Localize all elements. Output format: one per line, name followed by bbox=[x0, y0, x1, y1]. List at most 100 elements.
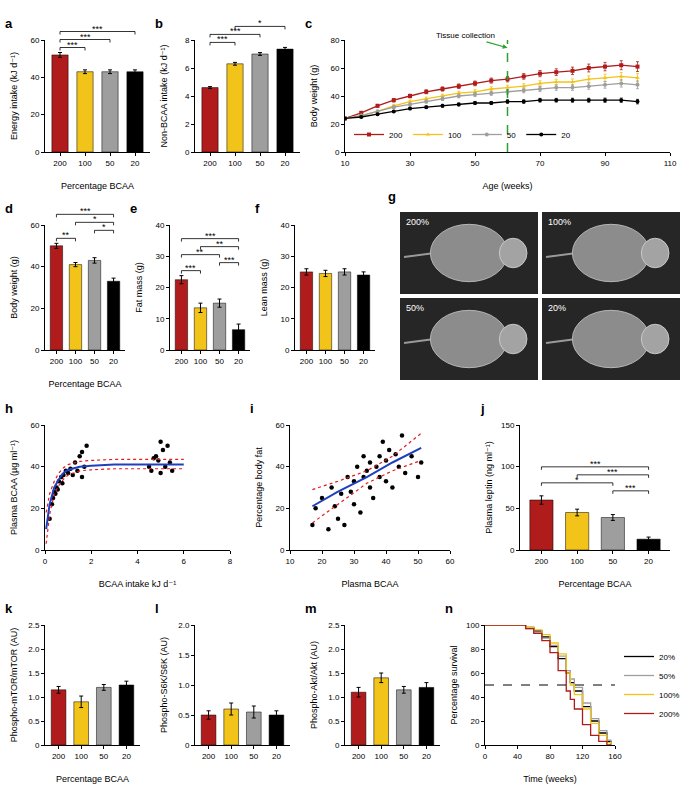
svg-text:50: 50 bbox=[90, 357, 99, 366]
svg-text:Body weight (g): Body weight (g) bbox=[309, 65, 319, 128]
svg-text:k: k bbox=[5, 601, 13, 616]
svg-text:0: 0 bbox=[43, 557, 48, 566]
svg-text:2.0: 2.0 bbox=[178, 621, 190, 630]
svg-text:1.0: 1.0 bbox=[328, 693, 340, 702]
svg-text:100: 100 bbox=[501, 462, 515, 471]
svg-text:100%: 100% bbox=[548, 217, 571, 227]
svg-text:100: 100 bbox=[78, 159, 92, 168]
svg-text:***: *** bbox=[80, 32, 91, 42]
svg-text:200: 200 bbox=[53, 159, 67, 168]
svg-text:50%: 50% bbox=[659, 672, 675, 681]
svg-text:200: 200 bbox=[389, 131, 403, 140]
svg-text:60: 60 bbox=[275, 421, 284, 430]
svg-text:a: a bbox=[5, 16, 13, 31]
svg-text:Percentage BCAA: Percentage BCAA bbox=[48, 379, 121, 389]
svg-text:20: 20 bbox=[281, 159, 290, 168]
svg-text:2.0: 2.0 bbox=[328, 645, 340, 654]
svg-text:h: h bbox=[5, 401, 13, 416]
svg-text:20: 20 bbox=[470, 717, 479, 726]
svg-text:Percentage BCAA: Percentage BCAA bbox=[61, 181, 134, 191]
svg-text:20: 20 bbox=[109, 357, 118, 366]
svg-text:100: 100 bbox=[570, 557, 584, 566]
svg-text:***: *** bbox=[607, 467, 618, 477]
svg-text:20: 20 bbox=[30, 304, 39, 313]
svg-text:Age (weeks): Age (weeks) bbox=[482, 181, 532, 191]
svg-text:0.5: 0.5 bbox=[178, 711, 190, 720]
svg-text:50: 50 bbox=[256, 159, 265, 168]
svg-text:50: 50 bbox=[340, 357, 349, 366]
svg-text:l: l bbox=[155, 601, 159, 616]
svg-text:10: 10 bbox=[155, 315, 164, 324]
svg-text:1.5: 1.5 bbox=[178, 651, 190, 660]
svg-text:20: 20 bbox=[422, 752, 431, 761]
svg-text:***: *** bbox=[625, 483, 636, 493]
svg-text:70: 70 bbox=[536, 159, 545, 168]
svg-text:Non-BCAA intake (kJ d⁻¹): Non-BCAA intake (kJ d⁻¹) bbox=[159, 45, 169, 148]
svg-text:40: 40 bbox=[30, 462, 39, 471]
svg-text:60: 60 bbox=[330, 64, 339, 73]
svg-text:0: 0 bbox=[35, 741, 40, 750]
svg-text:***: *** bbox=[67, 40, 78, 50]
svg-text:40: 40 bbox=[382, 557, 391, 566]
svg-text:***: *** bbox=[205, 231, 216, 241]
svg-text:20: 20 bbox=[122, 752, 131, 761]
svg-text:10: 10 bbox=[280, 315, 289, 324]
svg-text:40: 40 bbox=[155, 221, 164, 230]
svg-text:50: 50 bbox=[215, 357, 224, 366]
svg-text:200: 200 bbox=[50, 357, 64, 366]
svg-text:0: 0 bbox=[285, 346, 290, 355]
svg-text:f: f bbox=[255, 201, 260, 216]
svg-text:0: 0 bbox=[483, 752, 488, 761]
svg-text:20: 20 bbox=[275, 504, 284, 513]
svg-text:60: 60 bbox=[470, 669, 479, 678]
svg-text:2.0: 2.0 bbox=[28, 645, 40, 654]
svg-text:**: ** bbox=[62, 230, 70, 240]
svg-text:g: g bbox=[388, 189, 396, 204]
svg-text:60: 60 bbox=[446, 557, 455, 566]
svg-text:20: 20 bbox=[30, 110, 39, 119]
svg-text:d: d bbox=[5, 201, 13, 216]
svg-text:200: 200 bbox=[203, 159, 217, 168]
svg-text:1.5: 1.5 bbox=[28, 669, 40, 678]
svg-text:Phospho-Akt/Akt (AU): Phospho-Akt/Akt (AU) bbox=[309, 641, 319, 729]
svg-text:20: 20 bbox=[280, 283, 289, 292]
svg-text:50: 50 bbox=[471, 159, 480, 168]
svg-text:*: * bbox=[575, 475, 579, 485]
svg-text:*: * bbox=[93, 214, 97, 224]
svg-text:80: 80 bbox=[546, 752, 555, 761]
svg-text:100: 100 bbox=[466, 621, 480, 630]
svg-text:50: 50 bbox=[399, 752, 408, 761]
svg-text:40: 40 bbox=[30, 262, 39, 271]
svg-text:Plasma BCAA (µg ml⁻¹): Plasma BCAA (µg ml⁻¹) bbox=[9, 440, 19, 535]
svg-text:0: 0 bbox=[510, 546, 515, 555]
svg-text:60: 60 bbox=[30, 221, 39, 230]
svg-text:40: 40 bbox=[30, 73, 39, 82]
svg-text:Lean mass (g): Lean mass (g) bbox=[259, 259, 269, 317]
svg-text:j: j bbox=[480, 401, 485, 416]
svg-text:4: 4 bbox=[135, 557, 140, 566]
svg-text:0.5: 0.5 bbox=[28, 717, 40, 726]
svg-text:BCAA intake kJ d⁻¹: BCAA intake kJ d⁻¹ bbox=[99, 579, 176, 589]
svg-text:8: 8 bbox=[185, 36, 190, 45]
svg-text:200%: 200% bbox=[659, 710, 679, 719]
svg-text:20: 20 bbox=[234, 357, 243, 366]
svg-text:0: 0 bbox=[160, 346, 165, 355]
svg-text:120: 120 bbox=[576, 752, 590, 761]
svg-text:100: 100 bbox=[319, 357, 333, 366]
svg-text:20%: 20% bbox=[659, 653, 675, 662]
svg-text:50%: 50% bbox=[406, 303, 424, 313]
svg-text:***: *** bbox=[230, 26, 241, 36]
svg-text:80: 80 bbox=[470, 645, 479, 654]
svg-text:50: 50 bbox=[608, 557, 617, 566]
svg-text:1.0: 1.0 bbox=[28, 693, 40, 702]
svg-text:0: 0 bbox=[475, 741, 480, 750]
svg-text:50: 50 bbox=[249, 752, 258, 761]
svg-text:150: 150 bbox=[501, 421, 515, 430]
svg-text:100: 100 bbox=[194, 357, 208, 366]
svg-text:50: 50 bbox=[106, 159, 115, 168]
svg-text:200: 200 bbox=[535, 557, 549, 566]
svg-text:4: 4 bbox=[185, 92, 190, 101]
svg-text:20%: 20% bbox=[548, 303, 566, 313]
svg-text:**: ** bbox=[216, 239, 224, 249]
svg-text:**: ** bbox=[196, 247, 204, 257]
